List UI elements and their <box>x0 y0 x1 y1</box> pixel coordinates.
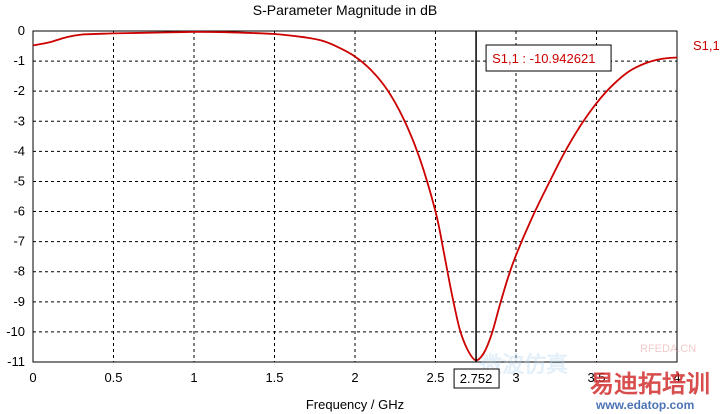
watermark-cn-text: 易迪拓培训 <box>590 370 710 398</box>
marker-label-text: S1,1 : -10.942621 <box>492 51 595 66</box>
x-axis-label: Frequency / GHz <box>306 397 404 412</box>
grid-lines <box>33 31 677 362</box>
y-tick-label: -10 <box>6 324 25 339</box>
plot-frame <box>32 30 678 363</box>
y-tick-label: 0 <box>18 23 25 38</box>
y-tick-label: -7 <box>13 234 25 249</box>
series-line-s11 <box>32 30 678 362</box>
y-tick-label: -9 <box>13 294 25 309</box>
axes <box>32 30 678 363</box>
x-tick-label: 0 <box>29 370 36 385</box>
x-tick-label: 3.5 <box>587 370 605 385</box>
y-tick-label: -3 <box>13 113 25 128</box>
x-tick-labels: 0 0.5 1 1.5 2 2.5 3 3.5 4 <box>29 370 680 385</box>
y-tick-label: -6 <box>13 204 25 219</box>
y-tick-labels: 0 -1 -2 -3 -4 -5 -6 -7 -8 -9 -10 -11 <box>6 23 25 369</box>
x-tick-label: 1 <box>190 370 197 385</box>
x-tick-label: 2.5 <box>426 370 444 385</box>
x-tick-label: 4 <box>673 370 680 385</box>
y-tick-label: -11 <box>7 354 25 369</box>
series-label-s11: S1,1 <box>693 38 720 53</box>
y-tick-label: -4 <box>13 143 25 158</box>
marker-box: S1,1 : -10.942621 <box>485 44 612 72</box>
cursor-readout: 2.752 <box>453 368 500 389</box>
y-tick-label: -5 <box>13 173 25 188</box>
watermark-url: www.edatop.com <box>595 398 694 412</box>
x-tick-label: 1.5 <box>265 370 283 385</box>
marker-label-box <box>485 44 612 72</box>
x-tick-label: 2 <box>351 370 358 385</box>
chart-title: S-Parameter Magnitude in dB <box>253 2 437 18</box>
y-tick-label: -8 <box>13 264 25 279</box>
cursor-readout-value: 2.752 <box>460 371 493 386</box>
y-tick-label: -2 <box>13 83 25 98</box>
watermark-site-small: RFEDA.CN <box>640 343 696 355</box>
watermark-brand: 易迪拓培训 www.edatop.com <box>590 370 710 412</box>
series-layer <box>32 30 678 362</box>
cursor-readout-box <box>453 368 500 389</box>
y-tick-label: -1 <box>13 53 25 68</box>
x-tick-label: 3 <box>512 370 519 385</box>
x-tick-label: 0.5 <box>104 370 122 385</box>
